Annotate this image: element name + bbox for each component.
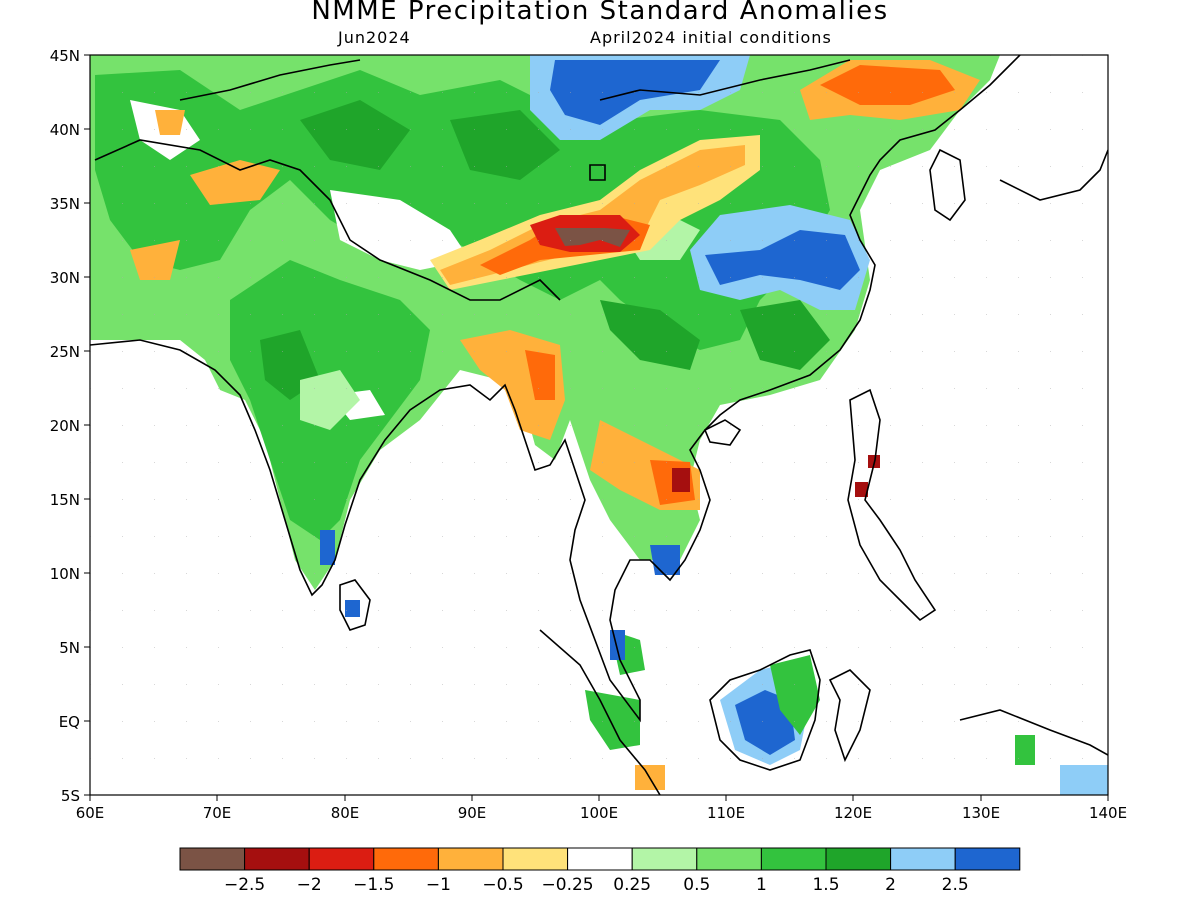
colorbar-swatch [696,847,762,871]
coastlines [90,55,1108,795]
colorbar-swatch [502,847,569,871]
colorbar-swatch [890,847,956,871]
colorbar-label: 0.25 [613,875,651,895]
lat-tick-label: 20N [50,417,80,435]
colorbar-label: −0.5 [482,875,523,895]
lon-tick-label: 80E [331,804,360,822]
precip-field [90,55,1108,795]
colorbar-label: 0.5 [683,875,710,895]
colorbar-swatch [825,847,892,871]
lat-tick-label: 5N [59,639,80,657]
colorbar-swatch [631,847,698,871]
lat-tick-label: 10N [50,565,80,583]
colorbar-swatch [244,847,310,871]
colorbar-swatch [954,847,1021,871]
colorbar-label: 2 [885,875,896,895]
colorbar-swatch [567,847,633,871]
valid-month-label: Jun2024 [338,28,411,47]
colorbar-label: −2 [297,875,322,895]
colorbar-label: −2.5 [224,875,265,895]
lat-tick-label: 30N [50,269,80,287]
lat-tick-label: 45N [50,47,80,65]
colorbar-label: 1.5 [812,875,839,895]
colorbar-label: −0.25 [542,875,594,895]
colorbar-label: −1.5 [353,875,394,895]
lat-tick-label: 25N [50,343,80,361]
lat-tick-label: 35N [50,195,80,213]
colorbar-label: 1 [756,875,767,895]
init-conditions-label: April2024 initial conditions [590,28,832,47]
colorbar-swatch [437,847,504,871]
lon-tick-label: 90E [458,804,487,822]
lon-tick-label: 120E [834,804,872,822]
colorbar-swatch [179,847,246,871]
lat-tick-label: 40N [50,121,80,139]
lon-tick-label: 130E [962,804,1000,822]
lat-tick-label: 15N [50,491,80,509]
colorbar: −2.5 −2 −1.5 −1 −0.5 −0.25 0.25 0.5 1 1.5 2 2.5 [179,847,1021,895]
colorbar-swatch [373,847,439,871]
colorbar-label: −1 [426,875,451,895]
lat-tick-label: 5S [61,787,80,805]
lon-tick-label: 140E [1089,804,1127,822]
colorbar-swatch [760,847,827,871]
lat-tick-label: EQ [59,713,80,731]
map-title: NMME Precipitation Standard Anomalies [311,0,889,26]
colorbar-label: 2.5 [942,875,969,895]
colorbar-swatch [308,847,375,871]
lon-tick-label: 60E [76,804,105,822]
axis-ticks [84,54,1109,801]
lon-tick-label: 100E [580,804,618,822]
lon-tick-label: 110E [707,804,745,822]
lon-tick-label: 70E [203,804,232,822]
